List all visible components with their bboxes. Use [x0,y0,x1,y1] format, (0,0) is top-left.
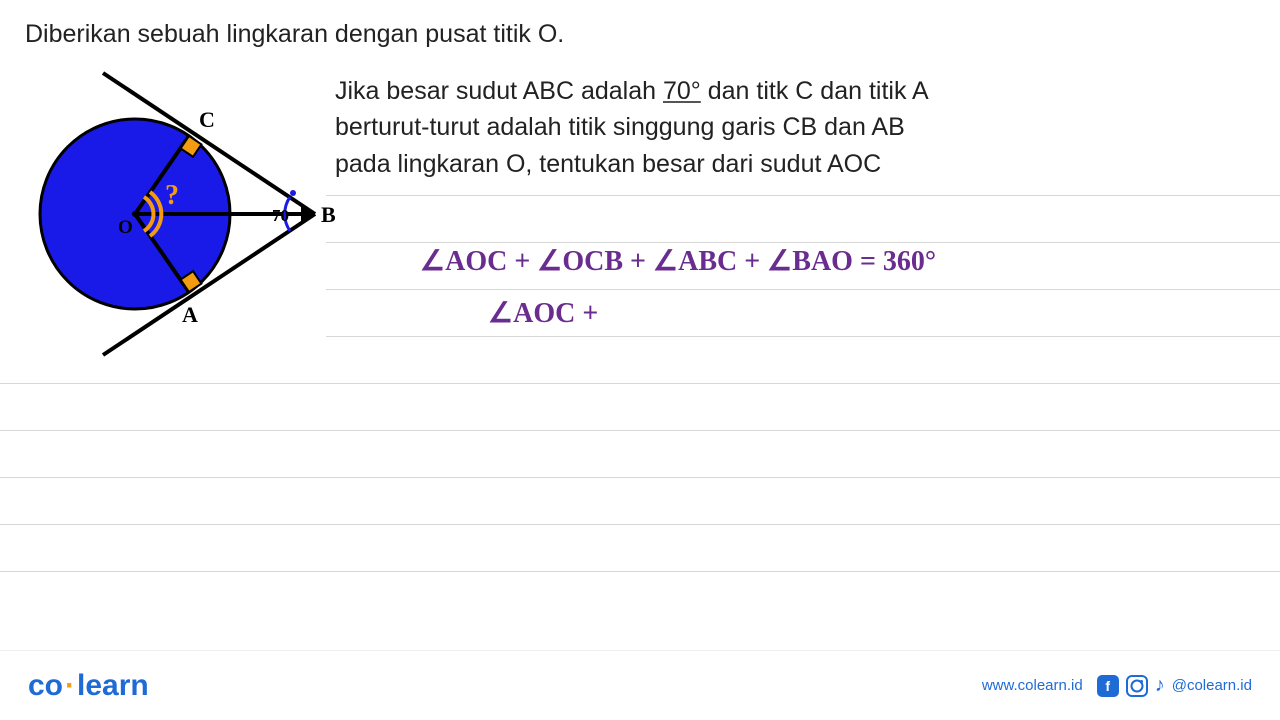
angle-value: 70° [663,77,701,105]
footer: co·learn www.colearn.id f ♪ @colearn.id [0,650,1280,720]
problem-statement: Jika besar sudut ABC adalah 70° dan titk… [335,73,1255,182]
tiktok-icon: ♪ [1155,674,1165,697]
footer-right: www.colearn.id f ♪ @colearn.id [982,674,1252,697]
problem-title: Diberikan sebuah lingkaran dengan pusat … [25,20,1255,49]
social-icons: f ♪ @colearn.id [1097,674,1252,697]
handwritten-equation-1: ∠AOC + ∠OCB + ∠ABC + ∠BAO = 360° [420,244,936,278]
instagram-icon [1126,675,1148,697]
handwritten-equation-2: ∠AOC + [488,296,598,330]
colearn-logo: co·learn [28,669,149,703]
facebook-icon: f [1097,675,1119,697]
label-c: C [199,107,215,132]
problem-text-area: Jika besar sudut ABC adalah 70° dan titk… [335,69,1255,182]
website-url: www.colearn.id [982,677,1083,694]
social-handle: @colearn.id [1172,677,1252,694]
